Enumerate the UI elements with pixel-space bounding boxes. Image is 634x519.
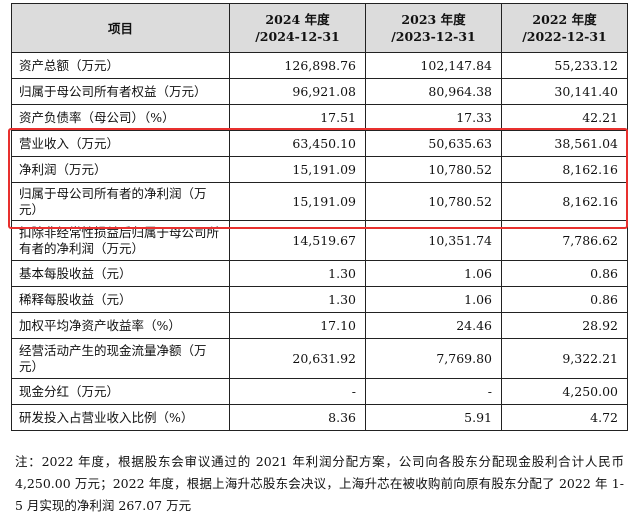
header-row: 项目 2024 年度/2024-12-31 2023 年度/2023-12-31…: [11, 3, 628, 53]
table-row: 加权平均净资产收益率（%） 17.10 24.46 28.92: [11, 312, 628, 339]
cell-2022: 8,162.16: [501, 156, 628, 183]
header-2024: 2024 年度/2024-12-31: [229, 3, 366, 53]
cell-2022: 30,141.40: [501, 78, 628, 105]
row-label: 归属于母公司所有者的净利润（万元）: [11, 182, 230, 221]
table-row: 扣除非经常性损益后归属于母公司所有者的净利润（万元） 14,519.67 10,…: [11, 220, 628, 261]
cell-2024: 15,191.09: [229, 156, 366, 183]
header-2023: 2023 年度/2023-12-31: [365, 3, 502, 53]
header-item: 项目: [11, 3, 230, 53]
cell-2024: -: [229, 378, 366, 405]
table-row: 净利润（万元） 15,191.09 10,780.52 8,162.16: [11, 156, 628, 183]
header-2022: 2022 年度/2022-12-31: [501, 3, 628, 53]
row-label: 归属于母公司所有者权益（万元）: [11, 78, 230, 105]
header-date: /2024-12-31: [255, 29, 340, 44]
table-row: 基本每股收益（元） 1.30 1.06 0.86: [11, 260, 628, 287]
cell-2023: 80,964.38: [365, 78, 502, 105]
row-label: 加权平均净资产收益率（%）: [11, 312, 230, 339]
header-year: 2023 年度: [401, 12, 466, 27]
row-label: 现金分红（万元）: [11, 378, 230, 405]
table-row: 归属于母公司所有者权益（万元） 96,921.08 80,964.38 30,1…: [11, 78, 628, 105]
cell-2022: 0.86: [501, 260, 628, 287]
cell-2022: 8,162.16: [501, 182, 628, 221]
header-date: /2022-12-31: [522, 29, 607, 44]
cell-2023: 17.33: [365, 104, 502, 131]
cell-2024: 14,519.67: [229, 220, 366, 261]
header-date: /2023-12-31: [391, 29, 476, 44]
row-label: 资产负债率（母公司）（%）: [11, 104, 230, 131]
table-row: 营业收入（万元） 63,450.10 50,635.63 38,561.04: [11, 130, 628, 157]
row-label: 研发投入占营业收入比例（%）: [11, 404, 230, 431]
row-label: 经营活动产生的现金流量净额（万元）: [11, 338, 230, 379]
cell-2024: 17.51: [229, 104, 366, 131]
table-row: 资产总额（万元） 126,898.76 102,147.84 55,233.12: [11, 52, 628, 79]
cell-2024: 15,191.09: [229, 182, 366, 221]
table-row: 稀释每股收益（元） 1.30 1.06 0.86: [11, 286, 628, 313]
cell-2022: 55,233.12: [501, 52, 628, 79]
cell-2023: 50,635.63: [365, 130, 502, 157]
cell-2023: 24.46: [365, 312, 502, 339]
row-label: 稀释每股收益（元）: [11, 286, 230, 313]
cell-2024: 1.30: [229, 260, 366, 287]
cell-2023: 10,780.52: [365, 182, 502, 221]
table-row: 经营活动产生的现金流量净额（万元） 20,631.92 7,769.80 9,3…: [11, 338, 628, 379]
row-label: 扣除非经常性损益后归属于母公司所有者的净利润（万元）: [11, 220, 230, 261]
header-year: 2024 年度: [265, 12, 330, 27]
cell-2023: -: [365, 378, 502, 405]
cell-2023: 10,351.74: [365, 220, 502, 261]
cell-2022: 4,250.00: [501, 378, 628, 405]
cell-2023: 1.06: [365, 260, 502, 287]
table-row: 资产负债率（母公司）（%） 17.51 17.33 42.21: [11, 104, 628, 131]
cell-2022: 38,561.04: [501, 130, 628, 157]
cell-2023: 7,769.80: [365, 338, 502, 379]
cell-2024: 96,921.08: [229, 78, 366, 105]
cell-2023: 102,147.84: [365, 52, 502, 79]
cell-2022: 9,322.21: [501, 338, 628, 379]
row-label: 资产总额（万元）: [11, 52, 230, 79]
cell-2022: 28.92: [501, 312, 628, 339]
cell-2022: 7,786.62: [501, 220, 628, 261]
row-label: 基本每股收益（元）: [11, 260, 230, 287]
cell-2023: 10,780.52: [365, 156, 502, 183]
cell-2024: 20,631.92: [229, 338, 366, 379]
financial-table: 项目 2024 年度/2024-12-31 2023 年度/2023-12-31…: [11, 3, 628, 431]
cell-2024: 17.10: [229, 312, 366, 339]
cell-2024: 1.30: [229, 286, 366, 313]
cell-2022: 0.86: [501, 286, 628, 313]
cell-2022: 42.21: [501, 104, 628, 131]
table-row: 现金分红（万元） - - 4,250.00: [11, 378, 628, 405]
cell-2023: 5.91: [365, 404, 502, 431]
cell-2023: 1.06: [365, 286, 502, 313]
cell-2024: 8.36: [229, 404, 366, 431]
cell-2024: 63,450.10: [229, 130, 366, 157]
row-label: 营业收入（万元）: [11, 130, 230, 157]
cell-2024: 126,898.76: [229, 52, 366, 79]
header-year: 2022 年度: [532, 12, 597, 27]
table-row: 研发投入占营业收入比例（%） 8.36 5.91 4.72: [11, 404, 628, 431]
row-label: 净利润（万元）: [11, 156, 230, 183]
table-row: 归属于母公司所有者的净利润（万元） 15,191.09 10,780.52 8,…: [11, 182, 628, 221]
footnote: 注：2022 年度，根据股东会审议通过的 2021 年利润分配方案，公司向各股东…: [15, 454, 624, 513]
cell-2022: 4.72: [501, 404, 628, 431]
